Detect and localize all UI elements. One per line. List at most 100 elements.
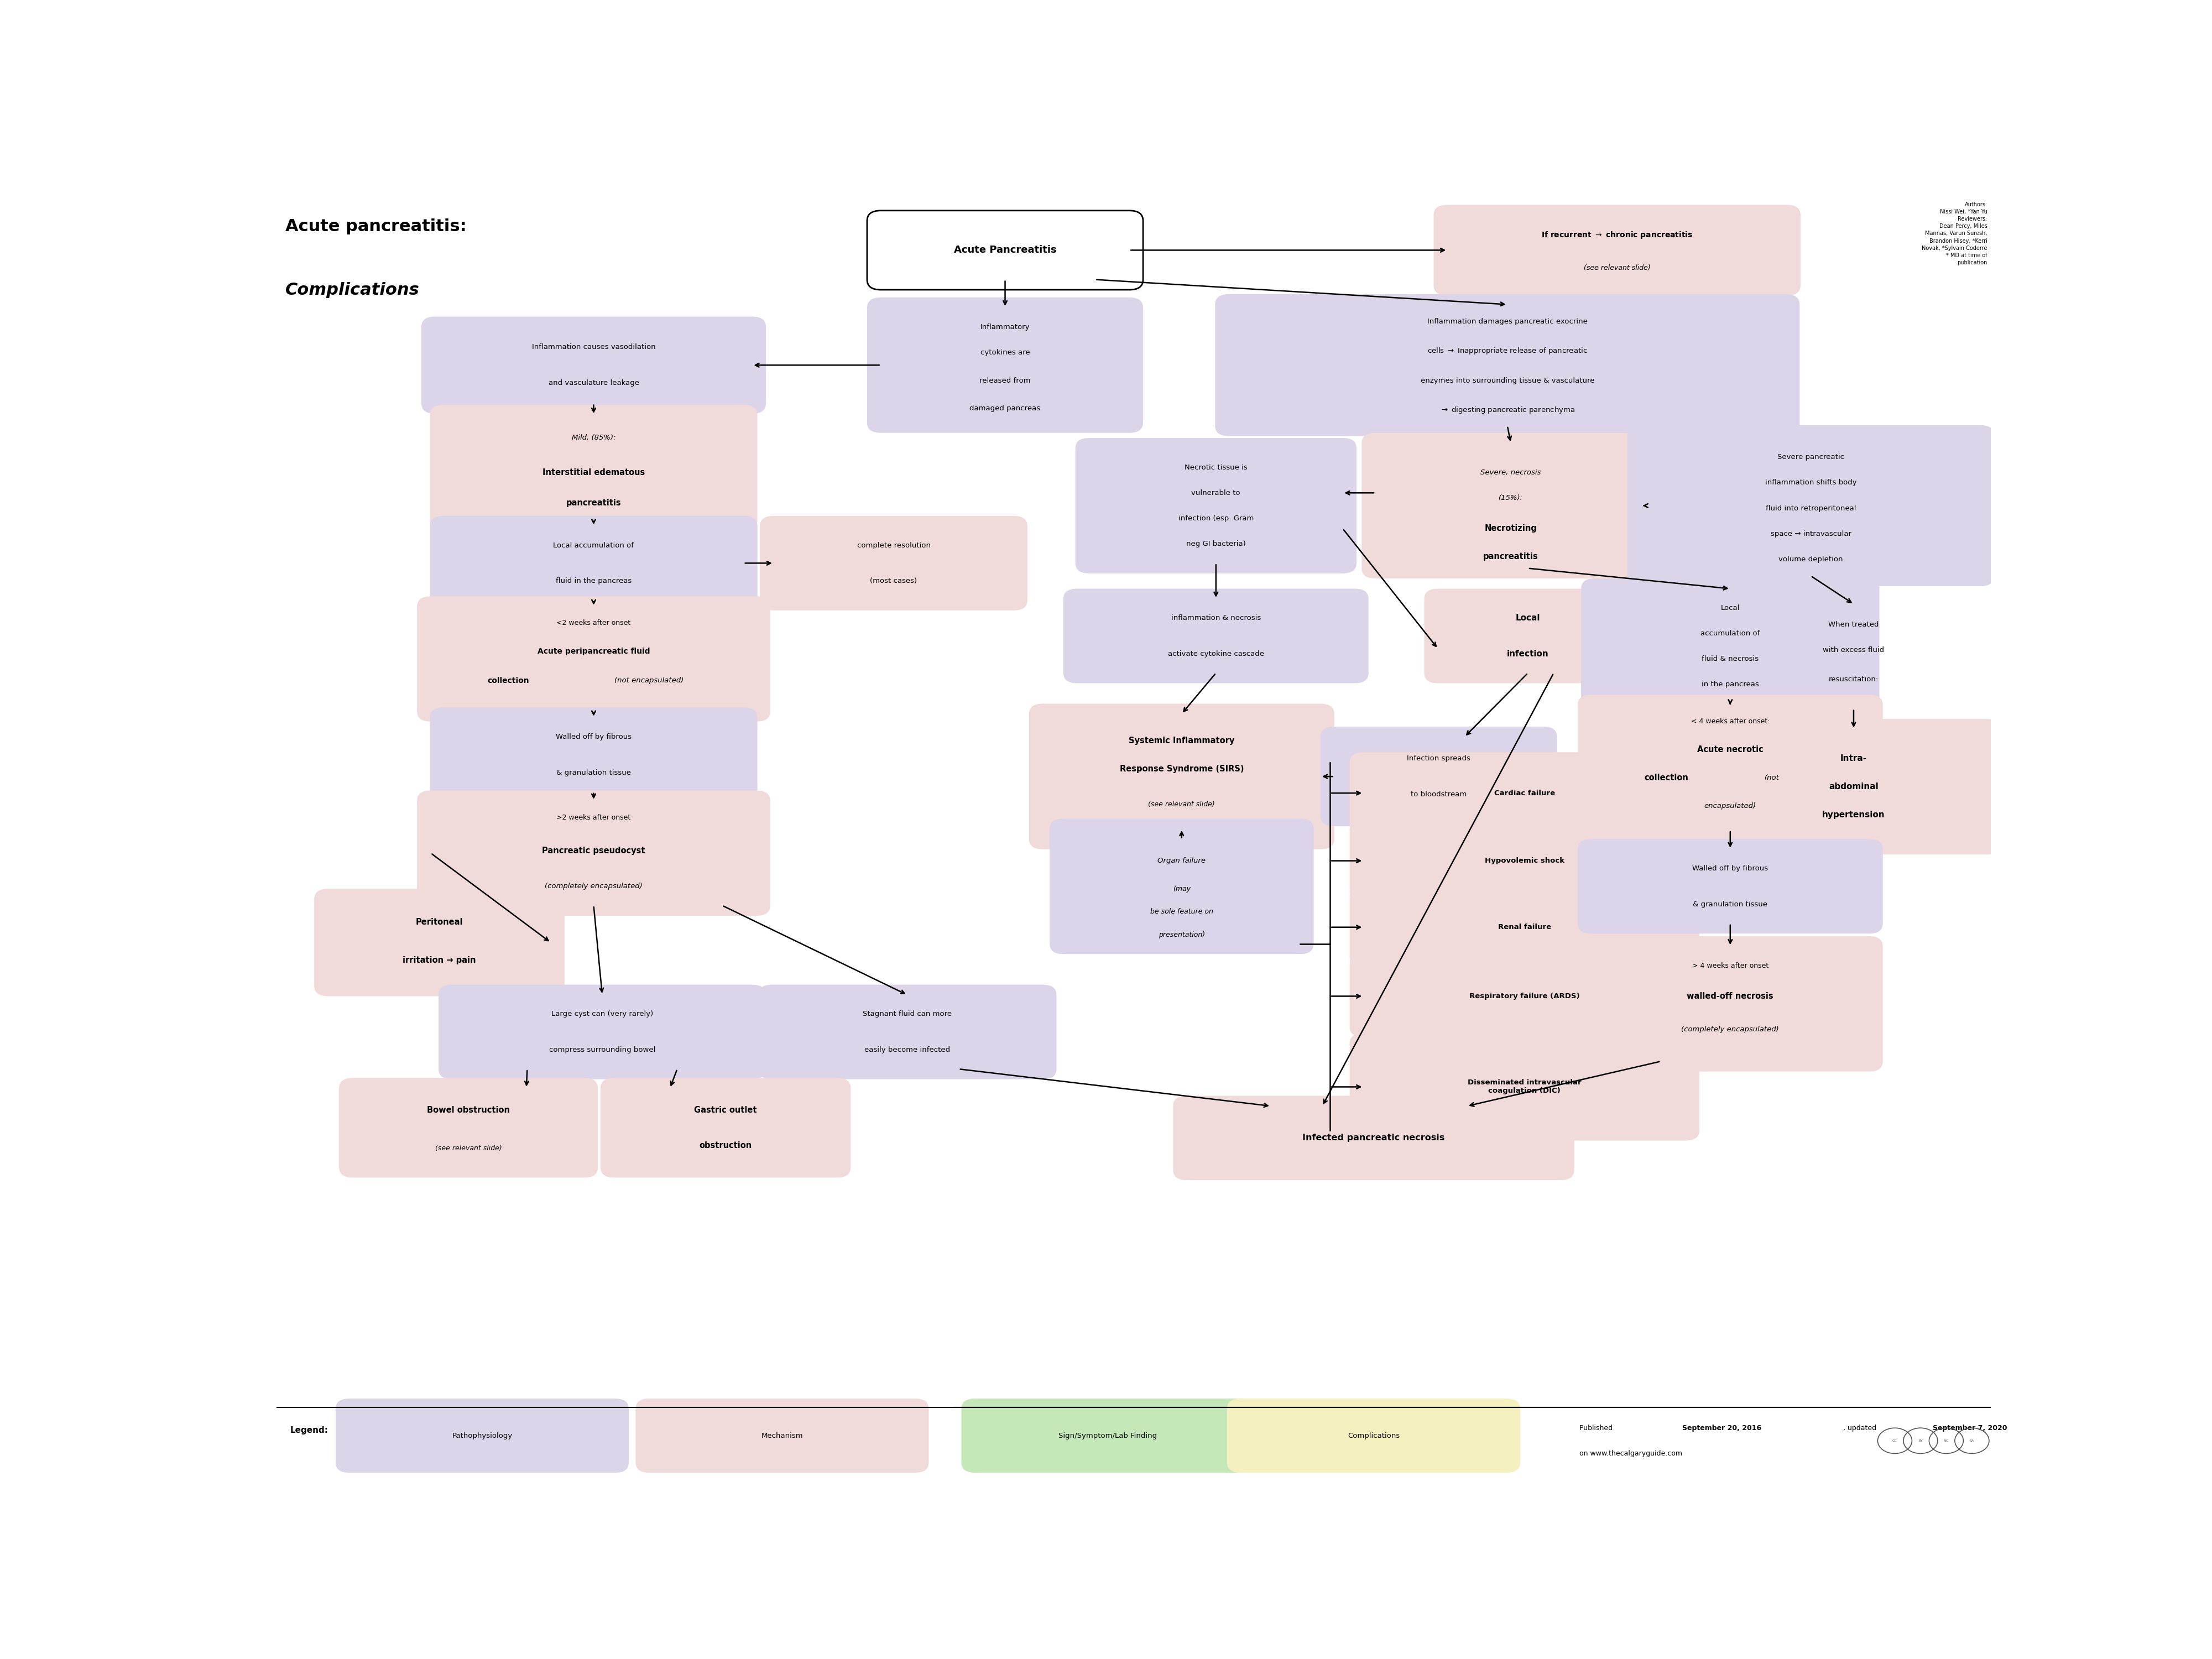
FancyBboxPatch shape: [1425, 589, 1632, 684]
Text: irritation → pain: irritation → pain: [403, 956, 476, 964]
Text: Severe, necrosis: Severe, necrosis: [1480, 469, 1542, 476]
Text: & granulation tissue: & granulation tissue: [557, 770, 630, 776]
Text: easily become infected: easily become infected: [865, 1047, 951, 1053]
FancyBboxPatch shape: [1075, 438, 1356, 574]
Text: (see relevant slide): (see relevant slide): [1584, 264, 1650, 272]
FancyBboxPatch shape: [1051, 818, 1314, 954]
Text: abdominal: abdominal: [1829, 783, 1878, 791]
Text: Necrotizing: Necrotizing: [1484, 524, 1537, 533]
Text: >2 weeks after onset: >2 weeks after onset: [557, 815, 630, 821]
Text: Sign/Symptom/Lab Finding: Sign/Symptom/Lab Finding: [1060, 1432, 1157, 1440]
Text: and vasculature leakage: and vasculature leakage: [549, 380, 639, 387]
Text: (most cases): (most cases): [869, 577, 918, 584]
Text: Organ failure: Organ failure: [1157, 858, 1206, 864]
Text: inflammation shifts body: inflammation shifts body: [1765, 479, 1856, 486]
Text: Respiratory failure (ARDS): Respiratory failure (ARDS): [1469, 992, 1579, 1000]
Text: infection (esp. Gram: infection (esp. Gram: [1179, 514, 1254, 523]
Text: Inflammation damages pancreatic exocrine: Inflammation damages pancreatic exocrine: [1427, 319, 1588, 325]
Text: Pancreatic pseudocyst: Pancreatic pseudocyst: [542, 846, 646, 854]
Text: enzymes into surrounding tissue & vasculature: enzymes into surrounding tissue & vascul…: [1420, 377, 1595, 385]
Text: Disseminated intravascular
coagulation (DIC): Disseminated intravascular coagulation (…: [1467, 1078, 1582, 1095]
Text: (not encapsulated): (not encapsulated): [615, 677, 684, 684]
FancyBboxPatch shape: [1029, 703, 1334, 849]
Text: $\rightarrow$ digesting pancreatic parenchyma: $\rightarrow$ digesting pancreatic paren…: [1440, 405, 1575, 415]
FancyBboxPatch shape: [429, 516, 757, 611]
Text: be sole feature on: be sole feature on: [1150, 907, 1212, 916]
Text: Interstitial edematous: Interstitial edematous: [542, 468, 646, 476]
Text: Acute pancreatitis:: Acute pancreatitis:: [285, 219, 467, 234]
Text: (see relevant slide): (see relevant slide): [436, 1145, 502, 1151]
Text: Local: Local: [1721, 604, 1739, 612]
Text: (15%):: (15%):: [1498, 494, 1524, 501]
Text: fluid in the pancreas: fluid in the pancreas: [555, 577, 633, 584]
Text: obstruction: obstruction: [699, 1141, 752, 1150]
Text: complete resolution: complete resolution: [856, 542, 931, 549]
FancyBboxPatch shape: [761, 516, 1026, 611]
FancyBboxPatch shape: [1064, 589, 1369, 684]
Text: If recurrent $\rightarrow$ chronic pancreatitis: If recurrent $\rightarrow$ chronic pancr…: [1542, 231, 1692, 241]
Text: When treated: When treated: [1829, 620, 1878, 629]
Text: encapsulated): encapsulated): [1703, 803, 1756, 810]
FancyBboxPatch shape: [420, 317, 765, 413]
Text: pancreatitis: pancreatitis: [566, 499, 622, 508]
Text: Intra-: Intra-: [1840, 755, 1867, 763]
FancyBboxPatch shape: [438, 985, 765, 1080]
Text: Peritoneal: Peritoneal: [416, 917, 462, 926]
Text: compress surrounding bowel: compress surrounding bowel: [549, 1047, 655, 1053]
Text: Local: Local: [1515, 614, 1540, 622]
Text: Severe pancreatic: Severe pancreatic: [1778, 453, 1845, 461]
FancyBboxPatch shape: [1577, 695, 1882, 841]
Text: Gastric outlet: Gastric outlet: [695, 1107, 757, 1115]
FancyBboxPatch shape: [314, 889, 564, 995]
Text: SA: SA: [1969, 1440, 1975, 1442]
Text: resuscitation:: resuscitation:: [1829, 675, 1878, 684]
Text: damaged pancreas: damaged pancreas: [969, 405, 1040, 411]
FancyBboxPatch shape: [429, 707, 757, 801]
FancyBboxPatch shape: [1433, 204, 1801, 295]
Text: to bloodstream: to bloodstream: [1411, 791, 1467, 798]
FancyBboxPatch shape: [1349, 956, 1699, 1037]
Text: collection: collection: [487, 677, 529, 685]
Text: fluid into retroperitoneal: fluid into retroperitoneal: [1765, 504, 1856, 513]
Text: Bowel obstruction: Bowel obstruction: [427, 1107, 511, 1115]
Text: Walled off by fibrous: Walled off by fibrous: [555, 733, 633, 740]
Text: presentation): presentation): [1159, 931, 1206, 939]
Text: volume depletion: volume depletion: [1778, 556, 1843, 562]
Text: collection: collection: [1644, 773, 1688, 781]
FancyBboxPatch shape: [1349, 886, 1699, 969]
FancyBboxPatch shape: [759, 985, 1057, 1080]
FancyBboxPatch shape: [1577, 839, 1882, 934]
Text: > 4 weeks after onset: > 4 weeks after onset: [1692, 962, 1767, 969]
Text: released from: released from: [980, 377, 1031, 385]
Text: on www.thecalgaryguide.com: on www.thecalgaryguide.com: [1579, 1450, 1683, 1457]
Text: & granulation tissue: & granulation tissue: [1692, 901, 1767, 907]
Text: walled-off necrosis: walled-off necrosis: [1688, 992, 1774, 1000]
FancyBboxPatch shape: [1214, 294, 1801, 436]
FancyBboxPatch shape: [1582, 579, 1880, 713]
Text: Stagnant fluid can more: Stagnant fluid can more: [863, 1010, 951, 1017]
Text: (see relevant slide): (see relevant slide): [1148, 801, 1214, 808]
Text: Authors:
Nissi Wei, *Yan Yu
Reviewers:
Dean Percy, Miles
Mannas, Varun Suresh,
B: Authors: Nissi Wei, *Yan Yu Reviewers: D…: [1922, 202, 1986, 265]
Text: pancreatitis: pancreatitis: [1484, 552, 1537, 561]
FancyBboxPatch shape: [1228, 1399, 1520, 1473]
FancyBboxPatch shape: [1349, 1034, 1699, 1140]
Text: NC: NC: [1944, 1440, 1949, 1442]
Text: (completely encapsulated): (completely encapsulated): [1681, 1025, 1778, 1034]
Text: Walled off by fibrous: Walled off by fibrous: [1692, 864, 1767, 873]
Text: (completely encapsulated): (completely encapsulated): [544, 883, 641, 889]
Text: Necrotic tissue is: Necrotic tissue is: [1183, 465, 1248, 471]
FancyBboxPatch shape: [429, 405, 757, 529]
Text: BY: BY: [1918, 1440, 1922, 1442]
Text: Infected pancreatic necrosis: Infected pancreatic necrosis: [1303, 1133, 1444, 1141]
Text: hypertension: hypertension: [1823, 811, 1885, 820]
Text: with excess fluid: with excess fluid: [1823, 647, 1885, 654]
FancyBboxPatch shape: [1349, 820, 1699, 902]
Text: Published: Published: [1579, 1425, 1615, 1432]
Text: Legend:: Legend:: [290, 1427, 327, 1435]
Text: space → intravascular: space → intravascular: [1770, 531, 1851, 538]
Text: September 7, 2020: September 7, 2020: [1933, 1425, 2006, 1432]
FancyBboxPatch shape: [336, 1399, 628, 1473]
Text: Mild, (85%):: Mild, (85%):: [571, 435, 615, 441]
Text: Local accumulation of: Local accumulation of: [553, 542, 635, 549]
Text: activate cytokine cascade: activate cytokine cascade: [1168, 650, 1263, 657]
